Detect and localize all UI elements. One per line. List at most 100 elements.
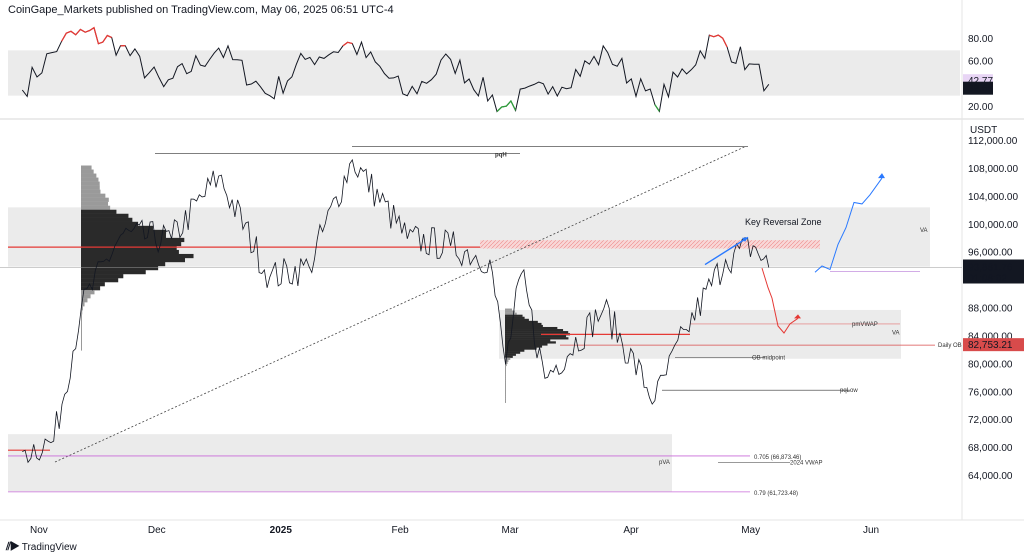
- uptrend-arrow-line: [704, 236, 749, 266]
- rsi-ma-badge-label: 42.77: [968, 76, 993, 87]
- time-axis-tick: Dec: [148, 525, 166, 536]
- volume-profile-bar: [81, 189, 101, 194]
- volume-profile-bar: [505, 310, 515, 313]
- volume-profile-bar-value-area: [81, 274, 124, 279]
- rsi-value-badge-label: 39.68: [968, 84, 993, 95]
- price-axis-tick: 96,000.00: [968, 248, 1013, 259]
- volume-profile-bar: [505, 384, 506, 387]
- volume-profile-bar: [81, 205, 111, 210]
- volume-profile-bar: [81, 290, 95, 295]
- rsi-line: [21, 26, 770, 113]
- volume-profile-bar: [505, 386, 506, 389]
- volume-profile-bar-value-area: [505, 337, 569, 340]
- volume-profile-bar: [505, 396, 506, 399]
- volume-profile-bar-value-area: [81, 278, 119, 283]
- volume-profile-bar: [505, 361, 508, 365]
- volume-profile-bar-value-area: [505, 314, 523, 317]
- volume-profile-bar-value-area: [505, 345, 543, 348]
- volume-profile-bar: [81, 322, 82, 327]
- volume-profile-bar-value-area: [505, 316, 525, 319]
- volume-profile-bar: [81, 197, 109, 202]
- rsi-overbought-segment: [342, 41, 353, 47]
- price-line: [22, 158, 770, 464]
- va-label-upper: VA: [920, 228, 928, 234]
- time-axis-tick: Feb: [391, 525, 409, 536]
- volume-profile-bar-value-area: [81, 217, 133, 222]
- fib-079-label: 0.79 (61,723.48): [754, 491, 798, 497]
- time-axis-tick: Nov: [30, 525, 48, 536]
- volume-profile-bar: [81, 306, 83, 311]
- volume-profile-bar: [81, 177, 99, 182]
- price-axis-tick: 104,000.00: [968, 192, 1018, 203]
- volume-profile-bar: [81, 334, 82, 339]
- price-axis-tick: 64,000.00: [968, 471, 1013, 482]
- volume-profile-bar: [505, 392, 506, 395]
- time-axis-tick: Apr: [623, 525, 639, 536]
- price-axis-tick: 108,000.00: [968, 164, 1018, 175]
- volume-profile-bar-value-area: [505, 333, 571, 336]
- volume-profile-bar: [81, 181, 100, 186]
- current-price-countdown: 01:08:02: [968, 274, 1007, 285]
- bearish-projection-arrow: [794, 314, 801, 319]
- volume-profile-bar: [505, 359, 509, 362]
- rsi-overbought-segment: [709, 34, 728, 48]
- pmvwap-label: pmVWAP: [852, 322, 878, 328]
- volume-profile-bar: [505, 394, 506, 397]
- price-axis-currency: USDT: [970, 125, 997, 136]
- volume-profile-bar: [81, 185, 100, 190]
- volume-profile-bar: [505, 374, 506, 377]
- volume-profile-bar: [505, 357, 511, 360]
- publisher-header: CoinGape_Markets published on TradingVie…: [8, 4, 394, 16]
- volume-profile-bar-value-area: [505, 351, 521, 354]
- va-label-lower: VA: [892, 330, 900, 336]
- volume-profile-bar-value-area: [505, 347, 537, 350]
- volume-profile-bar-value-area: [505, 355, 513, 358]
- volume-profile-bar: [81, 201, 109, 206]
- rsi-axis-tick: 20.00: [968, 102, 993, 113]
- bullish-projection-path: [814, 177, 883, 273]
- tradingview-brand-label: TradingView: [21, 542, 77, 553]
- volume-profile-bar: [505, 312, 517, 315]
- volume-profile-bar-value-area: [81, 213, 129, 218]
- volume-profile-bar: [505, 369, 506, 373]
- key-reversal-zone-label: Key Reversal Zone: [745, 217, 822, 227]
- volume-profile-bar: [81, 342, 82, 347]
- volume-profile-bar: [81, 310, 83, 315]
- volume-profile-bar: [505, 398, 506, 401]
- time-axis-tick: Jun: [863, 525, 879, 536]
- volume-profile-bar-value-area: [505, 329, 564, 332]
- bullish-projection-arrow: [878, 173, 885, 179]
- rsi-axis-tick: 60.00: [968, 57, 993, 68]
- uptrend-arrow-head: [742, 237, 748, 242]
- volume-profile-bar-value-area: [81, 286, 101, 291]
- time-axis-tick: 2025: [270, 525, 293, 536]
- time-axis-tick: Mar: [502, 525, 520, 536]
- volume-profile-bar-value-area: [81, 257, 186, 263]
- volume-profile-bar-value-area: [505, 353, 516, 356]
- rsi-band: [8, 50, 960, 96]
- volume-profile-bar-value-area: [81, 241, 182, 247]
- volume-profile-bar: [81, 330, 82, 335]
- tradingview-logo: ⫽▶ TradingView: [6, 541, 77, 554]
- volume-profile-bar-value-area: [505, 326, 558, 330]
- price-axis-tick: 84,000.00: [968, 331, 1013, 342]
- price-axis-tick: 76,000.00: [968, 387, 1013, 398]
- key-reversal-zone: [480, 240, 820, 249]
- price-axis-tick: 112,000.00: [968, 136, 1018, 147]
- price-axis-tick: 72,000.00: [968, 415, 1013, 426]
- current-price-badge: [963, 259, 1024, 284]
- vwap-2024-label: 2024 VWAP: [790, 461, 822, 467]
- volume-profile-bar-value-area: [505, 318, 529, 322]
- bearish-projection-path: [761, 267, 799, 334]
- previous-value-area-zone: [8, 434, 672, 492]
- volume-profile-bar: [81, 294, 91, 299]
- price-axis-tick: 68,000.00: [968, 443, 1013, 454]
- volume-profile-bar-value-area: [81, 221, 139, 227]
- volume-profile-bar: [505, 372, 506, 375]
- volume-profile-bar-value-area: [505, 335, 567, 338]
- volume-profile-bar: [81, 302, 85, 307]
- volume-profile-bar: [81, 314, 82, 319]
- time-axis-tick: May: [741, 525, 760, 536]
- volume-profile-bar: [505, 378, 506, 381]
